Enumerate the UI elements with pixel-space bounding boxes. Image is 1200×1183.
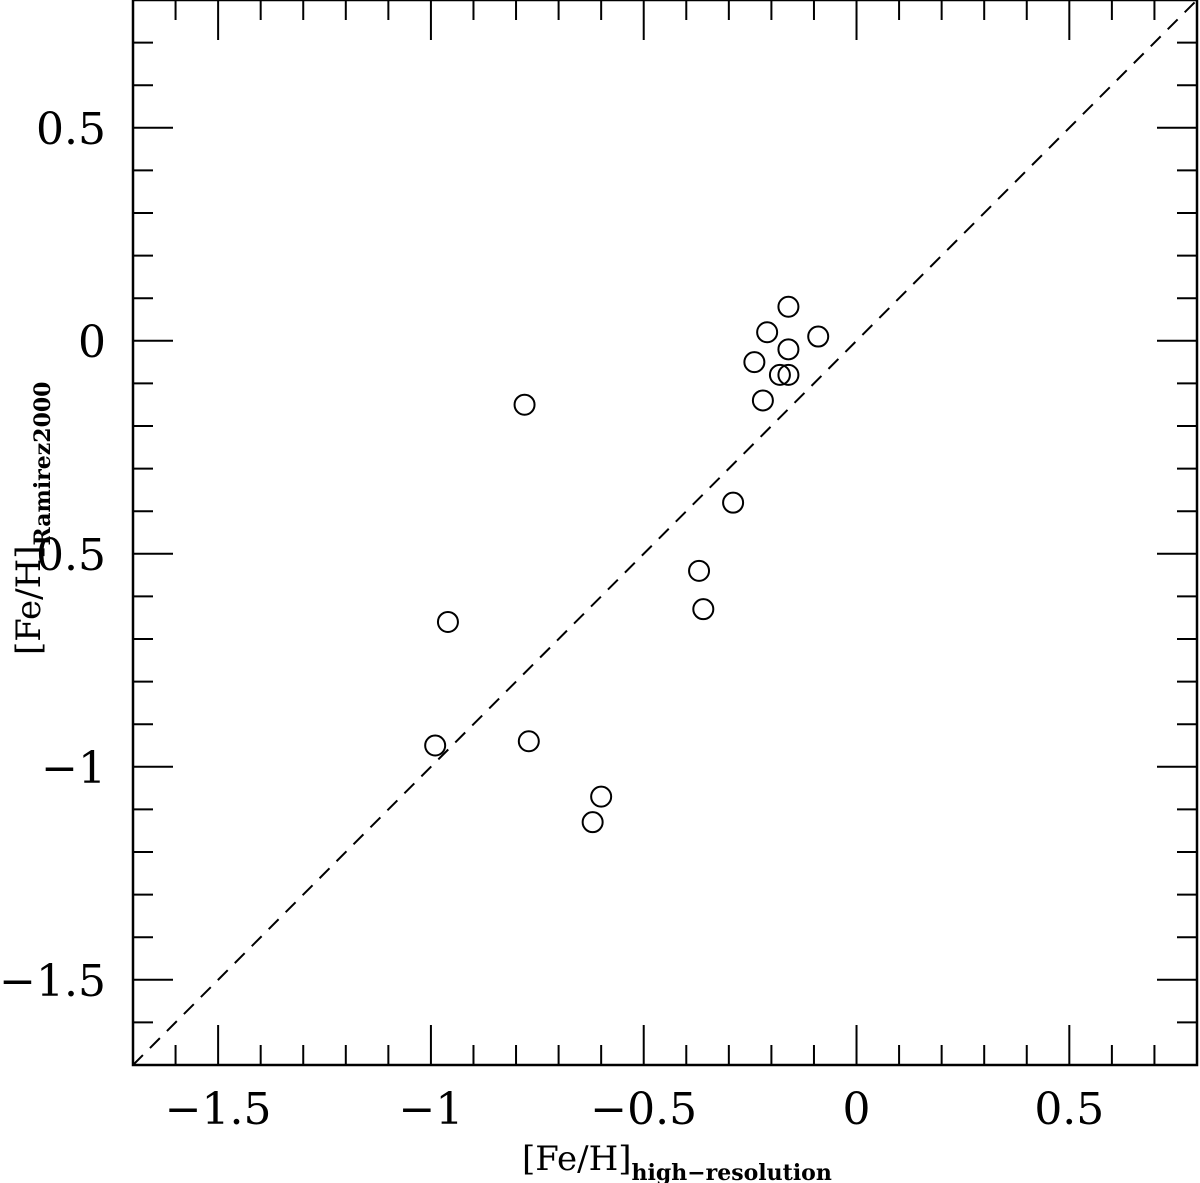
y-tick-label: 0.5 [36, 104, 106, 155]
plot-frame [131, 0, 1199, 1067]
data-point [688, 559, 711, 582]
minor-ticks [132, 0, 1198, 1066]
x-tick-labels: −1.5 −1 −0.5 0 0.5 [165, 1084, 1105, 1135]
data-point [751, 389, 774, 412]
y-tick-labels: 0.5 0 0.5 −1 −1.5 [0, 104, 106, 1007]
y-axis-title-main: [Fe/H] [9, 546, 49, 656]
data-point [517, 730, 540, 753]
y-tick-label: 0.5 [36, 530, 106, 581]
x-tick-label: −1.5 [165, 1084, 272, 1135]
major-ticks [133, 0, 1197, 1065]
x-axis-title-main: [Fe/H] [522, 1139, 632, 1179]
data-points [424, 295, 830, 834]
data-point [807, 325, 830, 348]
data-point [777, 295, 800, 318]
x-axis-title-sub: high−resolution [632, 1160, 832, 1183]
data-point [743, 351, 766, 374]
data-point [513, 393, 536, 416]
x-tick-label: 0.5 [1034, 1084, 1104, 1135]
identity-dashed-line [132, 0, 1198, 1066]
data-point [756, 321, 779, 344]
y-axis-title-sub: Ramirez2000 [30, 382, 56, 546]
data-point [581, 811, 604, 834]
data-point [777, 338, 800, 361]
data-point [722, 491, 745, 514]
x-tick-label: −0.5 [590, 1084, 697, 1135]
data-point [590, 785, 613, 808]
data-point [424, 734, 447, 757]
x-tick-label: −1 [398, 1084, 463, 1135]
y-axis-title: [Fe/H]Ramirez2000 [9, 382, 56, 656]
data-point [436, 610, 459, 633]
data-point [692, 598, 715, 621]
x-axis-title: [Fe/H]high−resolution [522, 1139, 832, 1183]
x-tick-label: 0 [843, 1084, 871, 1135]
data-point [777, 363, 800, 386]
y-tick-label: 0 [78, 317, 106, 368]
data-point [768, 363, 791, 386]
y-tick-label: −1.5 [0, 956, 106, 1007]
y-tick-label: −1 [41, 743, 106, 794]
